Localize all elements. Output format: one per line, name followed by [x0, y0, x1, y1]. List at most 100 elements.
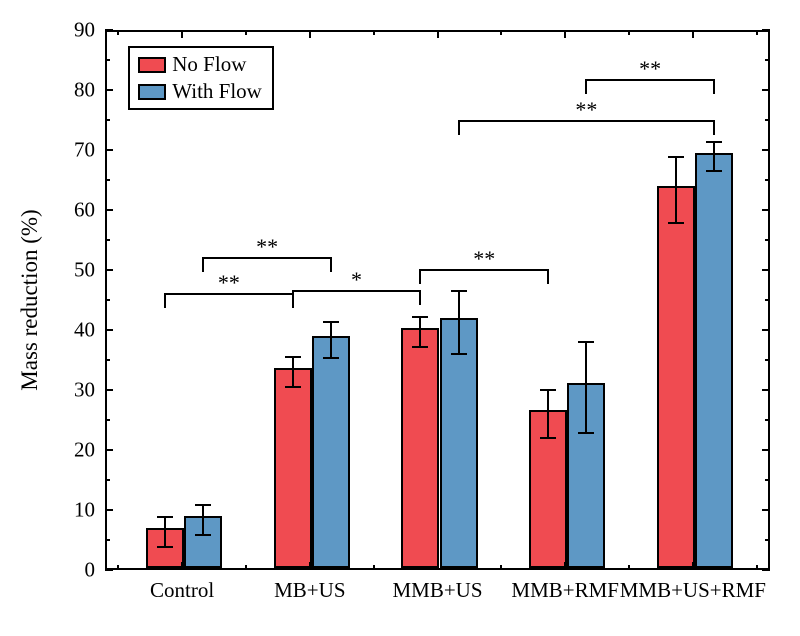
error-bar [202, 505, 204, 535]
error-cap [578, 432, 594, 434]
x-tick-minor [245, 30, 247, 35]
error-cap [706, 141, 722, 143]
x-tick-major [437, 30, 439, 38]
x-tick-minor [500, 30, 502, 35]
y-tick-major [762, 89, 770, 91]
error-cap [412, 346, 428, 348]
error-cap [668, 222, 684, 224]
bar-with_flow [695, 153, 733, 568]
mass-reduction-bar-chart: ***********0102030405060708090Mass reduc… [0, 0, 800, 636]
error-cap [285, 356, 301, 358]
x-tick-minor [373, 30, 375, 35]
y-tick-minor [765, 59, 770, 61]
y-tick-label: 50 [74, 258, 95, 283]
significance-label: ** [218, 270, 240, 296]
y-tick-major [762, 209, 770, 211]
y-tick-label: 0 [85, 558, 96, 583]
error-cap [195, 534, 211, 536]
y-tick-minor [765, 539, 770, 541]
error-cap [540, 437, 556, 439]
y-tick-minor [765, 119, 770, 121]
x-tick-minor [756, 565, 758, 570]
bar-no_flow [401, 328, 439, 568]
significance-bracket [419, 269, 421, 284]
y-tick-major [762, 509, 770, 511]
x-tick-label: MMB+RMF [511, 578, 619, 603]
y-axis-title: Mass reduction (%) [17, 209, 43, 390]
error-bar [675, 157, 677, 223]
y-tick-major [762, 29, 770, 31]
y-tick-major [762, 449, 770, 451]
x-tick-major [564, 562, 566, 570]
y-tick-label: 40 [74, 318, 95, 343]
error-bar [458, 291, 460, 353]
error-bar [292, 357, 294, 387]
y-tick-minor [105, 179, 110, 181]
bar-no_flow [274, 368, 312, 568]
y-tick-major [105, 449, 113, 451]
significance-bracket [330, 257, 332, 272]
y-tick-minor [765, 419, 770, 421]
error-bar [585, 342, 587, 433]
x-tick-major [564, 30, 566, 38]
x-tick-major [309, 562, 311, 570]
y-tick-major [762, 149, 770, 151]
legend-item: No Flow [138, 54, 262, 75]
error-bar [547, 390, 549, 438]
error-cap [451, 353, 467, 355]
bar-with_flow [312, 336, 350, 568]
y-tick-major [105, 29, 113, 31]
y-tick-minor [765, 179, 770, 181]
error-cap [412, 316, 428, 318]
y-tick-major [762, 569, 770, 571]
y-tick-label: 70 [74, 138, 95, 163]
y-tick-minor [105, 239, 110, 241]
legend-item: With Flow [138, 81, 262, 102]
significance-bracket [292, 290, 294, 305]
y-tick-major [762, 269, 770, 271]
error-cap [668, 156, 684, 158]
error-bar [330, 322, 332, 358]
error-cap [706, 170, 722, 172]
significance-bracket [547, 269, 549, 284]
x-tick-minor [245, 565, 247, 570]
significance-bracket [713, 120, 715, 135]
bar-with_flow [440, 318, 478, 568]
legend-swatch [138, 57, 166, 73]
y-tick-minor [105, 119, 110, 121]
y-tick-major [105, 389, 113, 391]
error-cap [195, 504, 211, 506]
significance-bracket [713, 79, 715, 94]
x-tick-major [309, 30, 311, 38]
y-tick-minor [105, 299, 110, 301]
y-tick-label: 80 [74, 78, 95, 103]
y-tick-label: 60 [74, 198, 95, 223]
y-tick-minor [105, 479, 110, 481]
y-tick-label: 20 [74, 438, 95, 463]
y-tick-minor [765, 479, 770, 481]
error-cap [285, 386, 301, 388]
legend-label: With Flow [172, 81, 262, 102]
y-tick-minor [765, 299, 770, 301]
x-tick-minor [117, 565, 119, 570]
x-tick-minor [628, 565, 630, 570]
error-cap [323, 357, 339, 359]
x-tick-major [181, 30, 183, 38]
y-tick-major [105, 329, 113, 331]
y-tick-minor [765, 359, 770, 361]
significance-label: ** [639, 56, 661, 82]
y-tick-major [105, 89, 113, 91]
significance-label: ** [575, 97, 597, 123]
x-tick-label: MMB+US+RMF [620, 578, 766, 603]
legend: No Flow With Flow [128, 46, 274, 110]
y-tick-minor [105, 359, 110, 361]
significance-label: ** [473, 246, 495, 272]
significance-bracket [419, 290, 421, 305]
y-tick-major [105, 269, 113, 271]
plot-area: *********** [105, 30, 770, 570]
legend-label: No Flow [172, 54, 246, 75]
x-tick-minor [628, 30, 630, 35]
x-tick-major [692, 562, 694, 570]
error-bar [713, 142, 715, 171]
y-tick-minor [105, 539, 110, 541]
